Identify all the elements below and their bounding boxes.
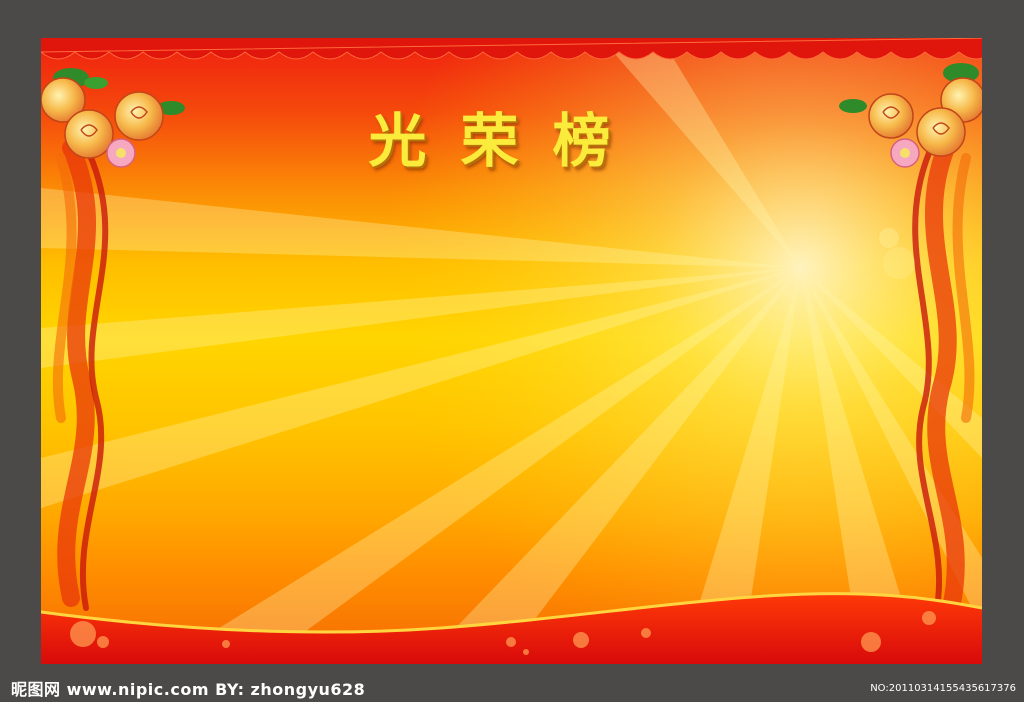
footer-bar: [0, 664, 1024, 702]
right-roses: [839, 63, 982, 168]
bokeh-dots: [70, 228, 936, 655]
site-watermark: 昵图网 www.nipic.com BY: zhongyu628: [11, 680, 366, 699]
bottom-wave: [41, 592, 982, 664]
board-title: 光荣榜: [368, 107, 645, 175]
image-id-watermark: NO:20110314155435617376: [870, 683, 1016, 694]
sun-rays: [41, 38, 982, 664]
left-roses: [41, 68, 185, 168]
valance: [41, 38, 982, 60]
honor-board: [41, 38, 982, 664]
left-ribbons: [52, 139, 109, 611]
sun-glow: [41, 38, 982, 664]
right-ribbons: [912, 139, 975, 617]
board-artwork: [41, 38, 982, 664]
